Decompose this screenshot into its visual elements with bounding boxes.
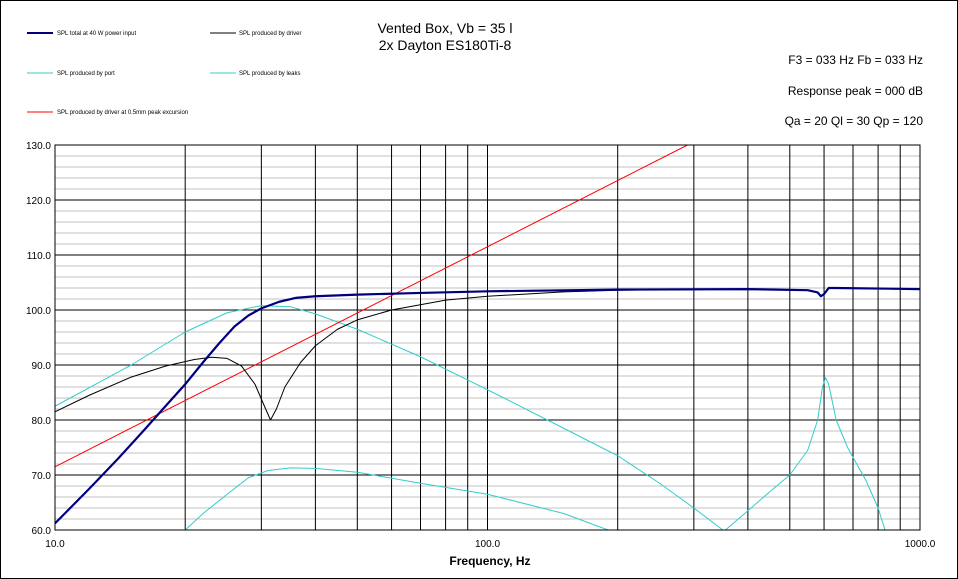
plot-border [54, 144, 921, 531]
y-tick-label: 80.0 [32, 416, 52, 427]
legend-label-leaks: SPL produced by leaks [239, 71, 300, 77]
y-axis-ticks: 60.0 70.0 80.0 90.0 100.0 110.0 120.0 130.0 [26, 141, 51, 537]
y-tick-label: 60.0 [32, 526, 52, 537]
response-peak-readout: Response peak = 000 dB [787, 84, 923, 98]
y-tick-label: 70.0 [32, 471, 52, 482]
y-tick-label: 100.0 [26, 306, 51, 317]
y-tick-label: 110.0 [27, 251, 52, 262]
y-tick-label: 90.0 [32, 361, 52, 372]
x-tick-label: 100.0 [475, 539, 500, 550]
grid [54, 144, 920, 531]
legend: SPL total at 40 W power input SPL produc… [27, 31, 301, 116]
y-tick-label: 130.0 [26, 141, 51, 152]
q-values-readout: Qa = 20 Ql = 30 Qp = 120 [784, 114, 923, 128]
series-line-port [55, 305, 724, 530]
series-line-leaks [725, 377, 886, 530]
f3-fb-readout: F3 = 033 Hz Fb = 033 Hz [788, 53, 923, 67]
series-line-leaks [184, 467, 609, 530]
x-tick-label: 10.0 [45, 539, 65, 550]
legend-label-port: SPL produced by port [57, 71, 115, 77]
series-line-excursion [55, 145, 688, 468]
x-tick-label: 1000.0 [905, 539, 936, 550]
x-axis-label: Frequency, Hz [449, 554, 530, 568]
x-axis-ticks: 10.0 100.0 1000.0 [45, 539, 935, 550]
series-group [55, 145, 920, 530]
chart-subtitle: 2x Dayton ES180Ti-8 [378, 37, 512, 53]
legend-label-total: SPL total at 40 W power input [57, 31, 136, 37]
legend-label-excursion: SPL produced by driver at 0.5mm peak exc… [57, 110, 188, 116]
legend-label-driver: SPL produced by driver [239, 31, 301, 37]
series-line-total [55, 286, 920, 525]
chart-title: Vented Box, Vb = 35 l [377, 20, 513, 36]
y-tick-label: 120.0 [26, 196, 51, 207]
